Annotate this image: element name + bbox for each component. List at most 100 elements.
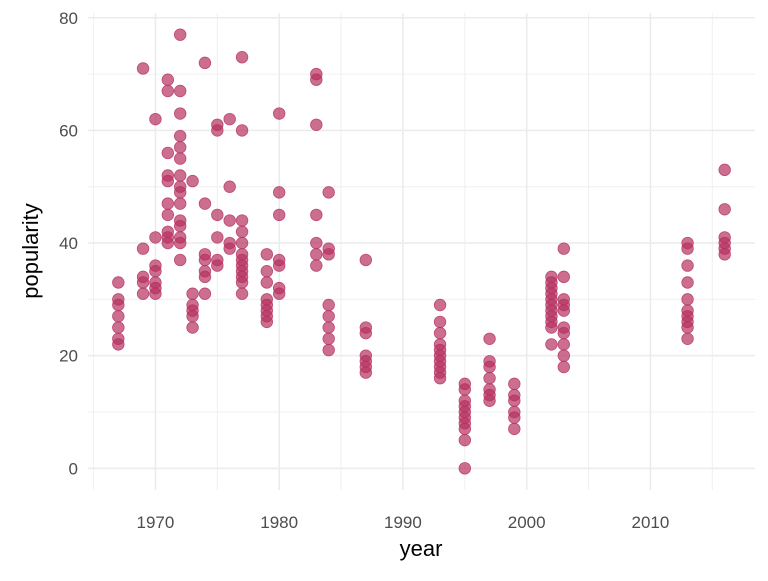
data-point [508,411,521,424]
data-point [112,338,125,351]
data-point [272,208,286,222]
data-point [136,242,150,255]
data-point [272,107,286,120]
data-point [322,248,335,261]
data-point [681,259,694,272]
data-point [198,270,212,284]
data-point [173,253,187,267]
data-point [272,287,286,300]
data-point [211,259,224,272]
data-point [149,287,162,300]
data-point [198,197,212,210]
data-point [557,360,571,374]
data-point [508,377,521,391]
data-point [310,248,323,261]
y-tick-label: 20 [59,347,78,366]
data-point [483,360,496,374]
y-tick-labels: 0 20 40 60 80 [59,9,78,479]
data-point [173,28,187,41]
data-point [198,287,212,300]
data-point [310,208,323,222]
data-point [235,124,249,137]
data-point [112,310,125,323]
data-point [557,326,571,340]
data-point [681,332,694,345]
data-point [272,186,286,199]
data-point [173,129,187,143]
data-point [211,124,224,137]
data-point [433,298,447,312]
data-point [149,231,162,244]
data-point [211,231,224,244]
data-point [223,214,236,227]
data-point [433,326,447,340]
data-point [235,236,249,250]
data-point [322,343,335,357]
data-point [310,259,323,272]
data-point [161,84,175,98]
x-tick-label: 2000 [508,513,546,532]
data-point [272,259,286,272]
data-point [112,276,125,289]
data-point [322,186,335,199]
grid [88,13,755,490]
y-tick-label: 0 [69,459,78,478]
data-point [173,169,187,182]
y-axis-label: popularity [18,203,43,298]
data-point [310,236,323,250]
data-point [545,321,558,334]
data-point [322,321,335,334]
data-point [186,321,199,334]
x-tick-label: 1990 [384,513,422,532]
data-point [310,118,323,131]
data-point [681,242,694,255]
data-point [198,56,212,70]
data-point [223,112,236,126]
data-point [545,338,558,351]
data-point [161,146,175,160]
data-point [112,298,125,312]
x-tick-label: 1980 [260,513,298,532]
data-point [260,265,274,278]
data-point [173,197,187,210]
data-point [508,394,521,407]
y-tick-label: 60 [59,121,78,140]
data-point [149,265,162,278]
data-point [235,287,249,300]
data-point [186,287,199,300]
data-point [260,248,274,261]
data-point [557,304,571,317]
data-point [161,208,175,222]
data-point [260,315,274,329]
data-point [173,186,187,199]
data-point [223,180,236,193]
data-point [173,236,187,250]
data-point [557,242,571,255]
data-point [359,253,373,267]
data-point [433,372,447,385]
data-point [718,248,731,261]
data-point [508,422,521,436]
data-point [198,253,212,267]
points [112,28,731,475]
data-point [161,236,175,250]
data-point [161,174,175,188]
data-point [136,287,150,300]
data-point [718,203,731,216]
x-tick-labels: 1970 1980 1990 2000 2010 [137,513,670,532]
data-point [112,321,125,334]
data-point [483,372,496,385]
data-point [359,326,373,340]
data-point [681,293,694,306]
x-axis-label: year [400,536,443,561]
y-tick-label: 40 [59,234,78,253]
data-point [718,163,731,177]
data-point [458,433,472,447]
data-point [223,242,236,255]
data-point [186,310,199,323]
data-point [235,276,249,289]
x-tick-label: 1970 [137,513,175,532]
data-point [260,276,274,289]
data-point [235,225,249,238]
data-point [136,276,150,289]
